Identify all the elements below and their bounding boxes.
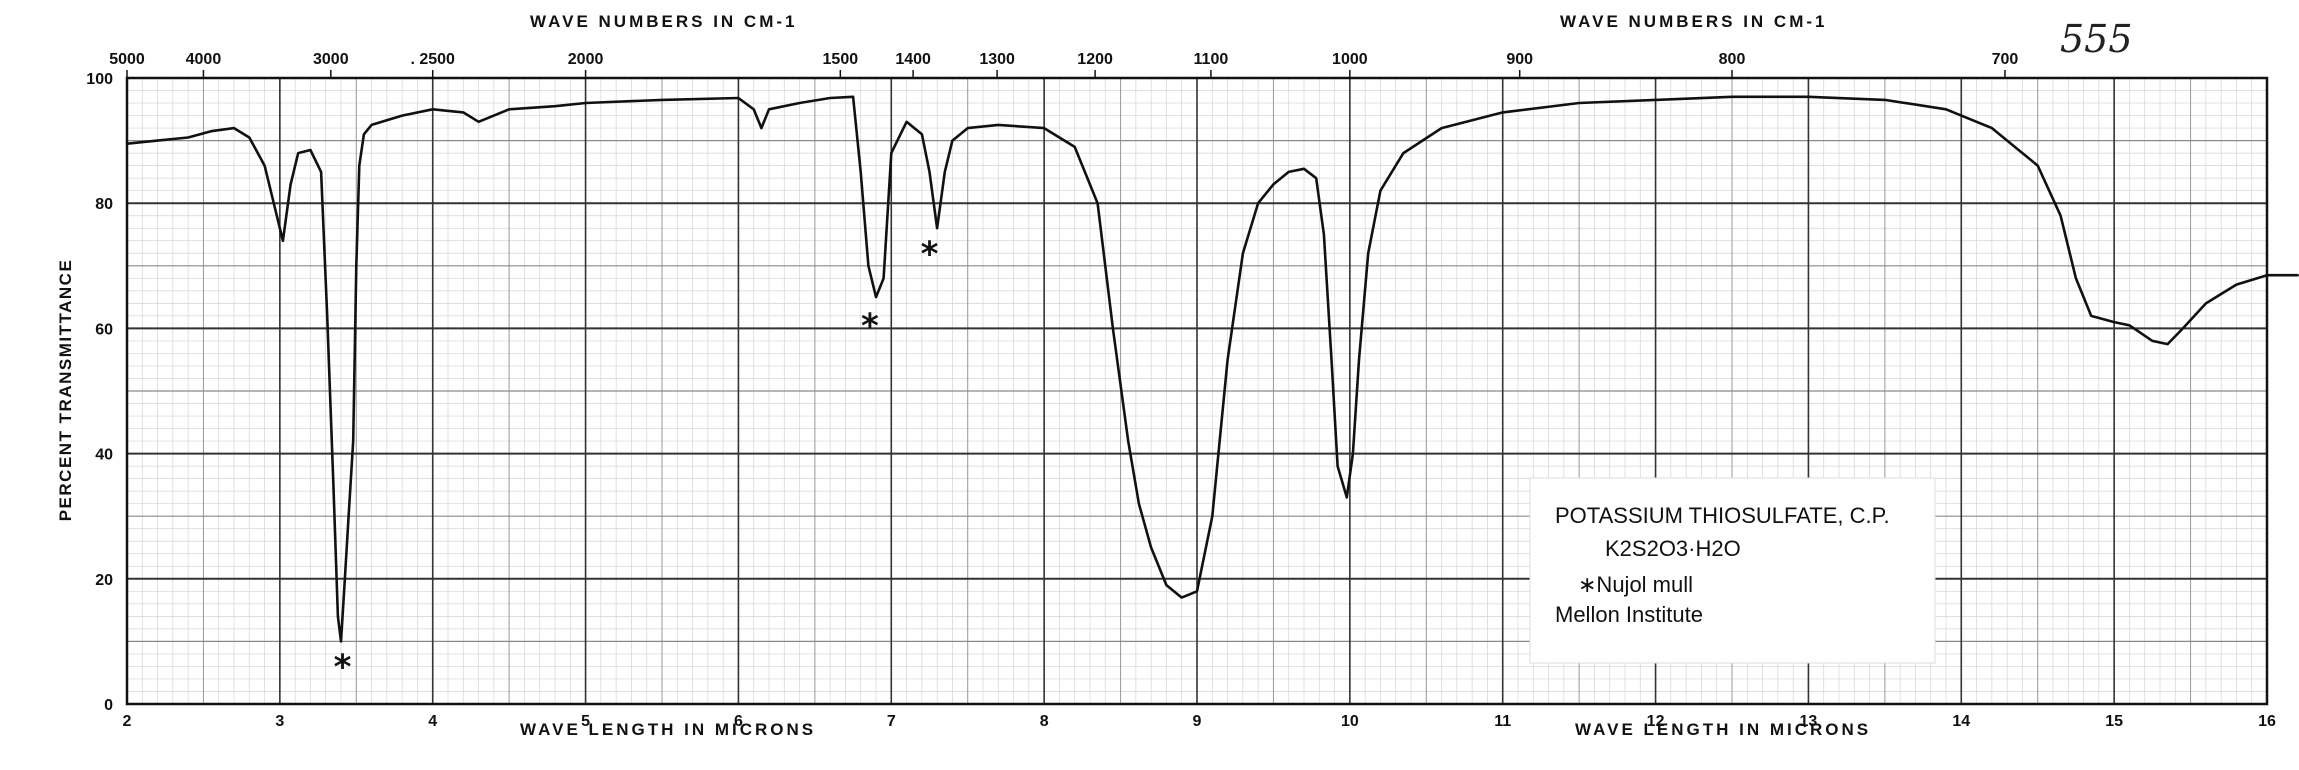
- x-tick-label: 11: [1494, 713, 1511, 730]
- nujol-asterisk-annotation: *: [334, 647, 352, 687]
- top-tick-label: 1100: [1194, 51, 1229, 68]
- x-tick-label: 13: [1800, 713, 1818, 730]
- x-tick-label: 12: [1647, 713, 1665, 730]
- top-tick-label: 1000: [1332, 51, 1368, 68]
- x-tick-label: 8: [1040, 713, 1049, 730]
- x-tick-label: 9: [1193, 713, 1202, 730]
- y-tick-label: 40: [95, 447, 113, 464]
- top-tick-label: 2000: [568, 51, 604, 68]
- top-tick-label: 900: [1506, 51, 1533, 68]
- plot-frame: [125, 76, 2269, 706]
- x-tick-label: 7: [887, 713, 896, 730]
- axes: [125, 76, 2269, 706]
- x-tick-label: 2: [123, 713, 132, 730]
- x-tick-label: 4: [428, 713, 437, 730]
- x-tick-label: 3: [275, 713, 284, 730]
- legend-sample-method: ∗Nujol mull: [1578, 572, 1693, 597]
- nujol-asterisk-annotation: *: [861, 306, 879, 346]
- legend-box: POTASSIUM THIOSULFATE, C.P. K2S2O3·H2O ∗…: [1529, 477, 1936, 664]
- legend-source: Mellon Institute: [1555, 602, 1703, 627]
- top-tick-label: 5000: [109, 51, 145, 68]
- legend-formula: K2S2O3·H2O: [1605, 536, 1741, 561]
- tick-labels: 2 3 4 5 6 7 8 9 10 11 12 13 14 15 16 0 20 40 60 80 100 5000 40…: [86, 51, 2276, 730]
- page-number: 555: [2060, 17, 2133, 61]
- x-tick-label: 6: [734, 713, 743, 730]
- y-tick-label: 80: [95, 196, 113, 213]
- top-axis-label-right: WAVE NUMBERS IN CM-1: [1560, 12, 1827, 31]
- series-group: [125, 95, 2299, 643]
- x-tick-label: 5: [581, 713, 590, 730]
- top-tick-label: 1500: [823, 51, 859, 68]
- top-tick-label: 3000: [313, 51, 349, 68]
- y-tick-label: 0: [104, 697, 113, 714]
- top-tick-label: . 2500: [410, 51, 455, 68]
- nujol-asterisk-annotation: *: [921, 234, 939, 274]
- annotations: * * *: [334, 234, 939, 687]
- y-axis-label: PERCENT TRANSMITTANCE: [56, 259, 75, 522]
- top-tick-label: 1300: [979, 51, 1015, 68]
- y-tick-label: 20: [95, 572, 113, 589]
- top-tick-label: 4000: [186, 51, 222, 68]
- x-tick-label: 15: [2105, 713, 2123, 730]
- top-axis-label-left: WAVE NUMBERS IN CM-1: [530, 12, 797, 31]
- top-tick-label: 1400: [895, 51, 931, 68]
- x-tick-label: 16: [2258, 713, 2276, 730]
- legend-frame: [1529, 477, 1936, 664]
- top-tick-label: 800: [1719, 51, 1746, 68]
- top-tick-label: 1200: [1077, 51, 1113, 68]
- legend-compound-name: POTASSIUM THIOSULFATE, C.P.: [1555, 503, 1890, 528]
- x-axis-label-left: WAVE LENGTH IN MICRONS: [520, 720, 816, 739]
- top-tick-label: 700: [1992, 51, 2019, 68]
- y-tick-label: 100: [86, 71, 113, 88]
- x-tick-label: 10: [1341, 713, 1359, 730]
- x-axis-label-right: WAVE LENGTH IN MICRONS: [1575, 720, 1871, 739]
- x-tick-label: 14: [1952, 713, 1970, 730]
- grid: [126, 77, 2268, 705]
- y-tick-label: 60: [95, 321, 113, 338]
- spectrum-line: [125, 95, 2299, 643]
